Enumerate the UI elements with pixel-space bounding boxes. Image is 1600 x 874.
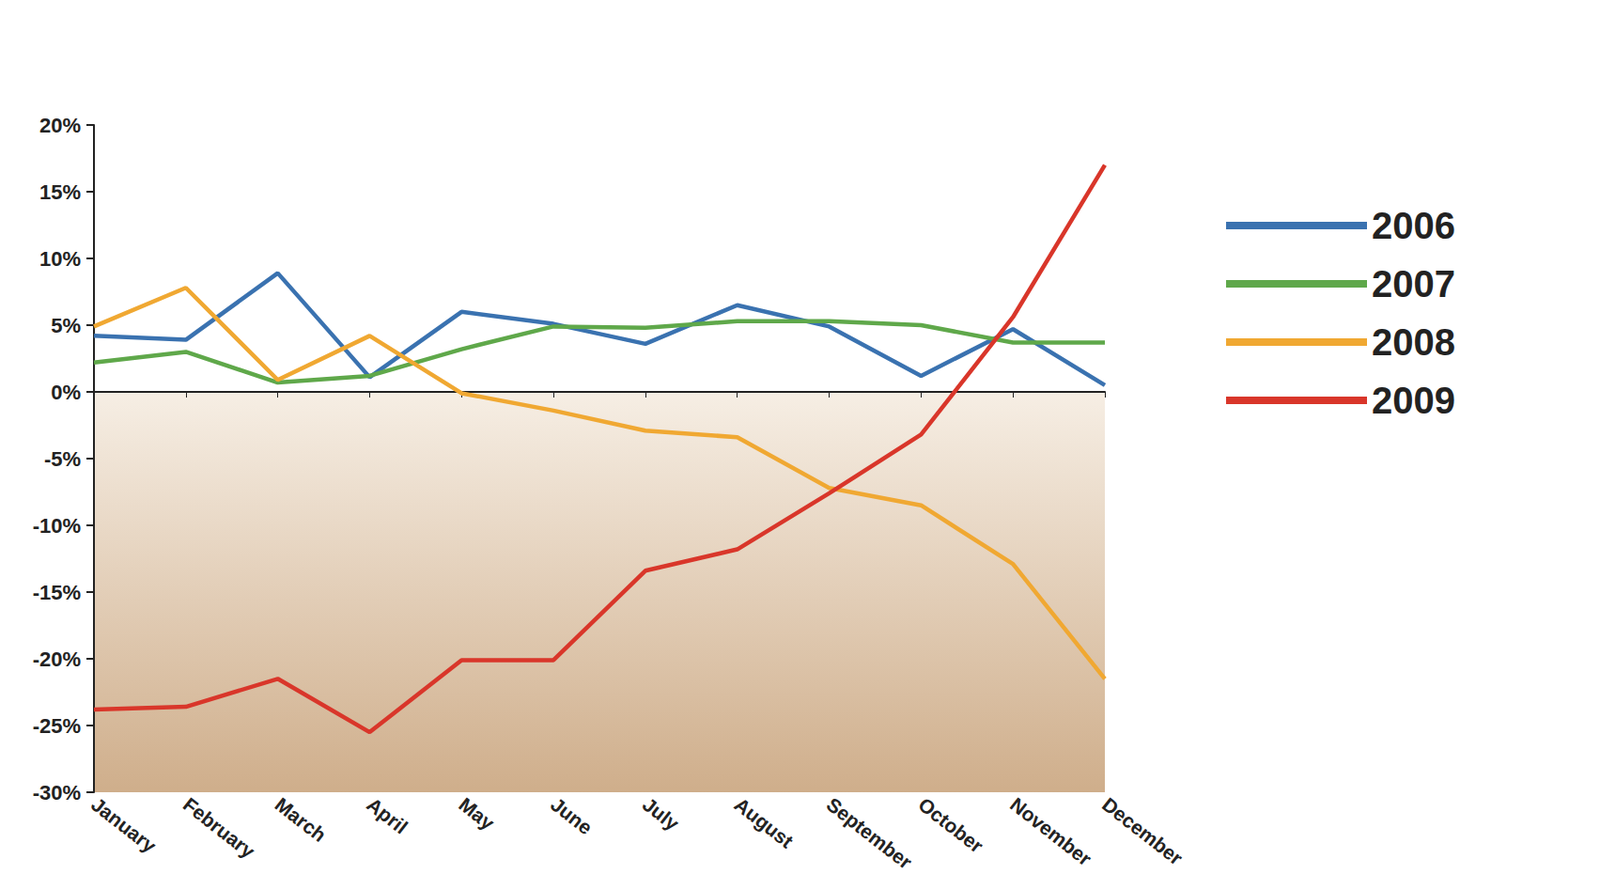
svg-text:2007: 2007 bbox=[1371, 263, 1456, 305]
svg-text:July: July bbox=[638, 792, 684, 835]
svg-text:-30%: -30% bbox=[32, 780, 81, 805]
svg-text:-10%: -10% bbox=[32, 513, 81, 538]
svg-text:February: February bbox=[179, 792, 260, 863]
svg-text:June: June bbox=[546, 792, 597, 839]
svg-text:2008: 2008 bbox=[1371, 321, 1456, 363]
svg-text:5%: 5% bbox=[50, 313, 81, 338]
svg-text:January: January bbox=[87, 792, 161, 857]
svg-text:-5%: -5% bbox=[44, 447, 81, 471]
svg-text:May: May bbox=[454, 792, 499, 834]
svg-text:September: September bbox=[822, 792, 917, 873]
svg-text:-15%: -15% bbox=[32, 580, 81, 605]
svg-text:-25%: -25% bbox=[32, 714, 81, 738]
svg-text:15%: 15% bbox=[39, 180, 81, 204]
svg-text:April: April bbox=[362, 792, 412, 839]
svg-text:October: October bbox=[914, 792, 988, 857]
svg-text:March: March bbox=[271, 792, 331, 846]
svg-text:2006: 2006 bbox=[1371, 204, 1456, 247]
svg-text:-20%: -20% bbox=[32, 647, 81, 671]
svg-text:August: August bbox=[730, 792, 798, 853]
svg-text:20%: 20% bbox=[39, 113, 81, 138]
svg-text:2009: 2009 bbox=[1371, 379, 1456, 421]
svg-text:10%: 10% bbox=[39, 247, 81, 271]
svg-text:0%: 0% bbox=[50, 380, 81, 404]
svg-text:December: December bbox=[1098, 792, 1187, 870]
svg-text:November: November bbox=[1006, 792, 1096, 870]
